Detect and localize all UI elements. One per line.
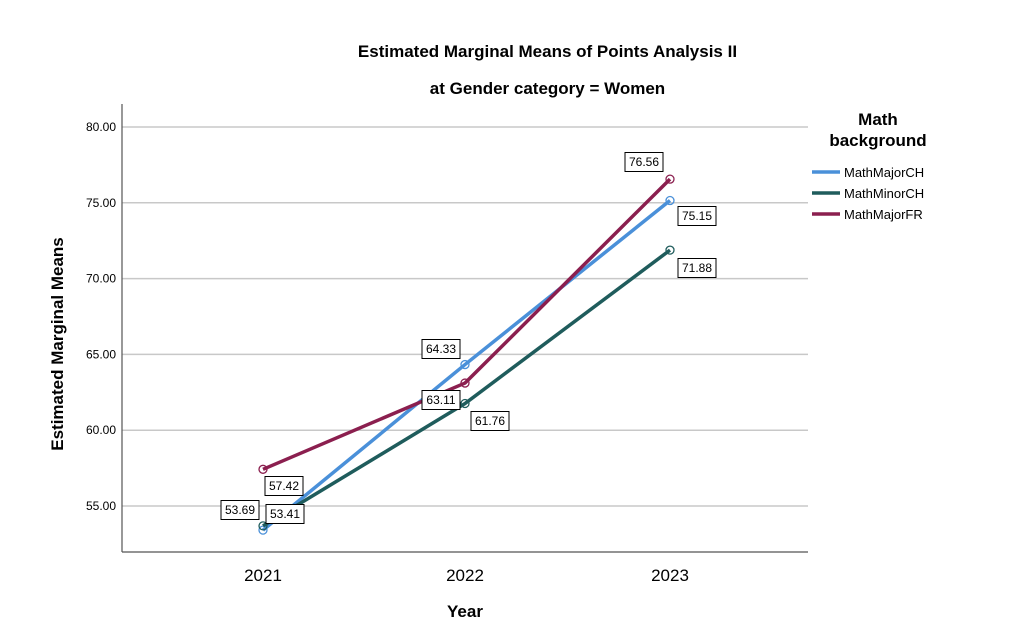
data-point	[258, 521, 268, 531]
data-label: 75.15	[682, 209, 712, 223]
chart-subtitle: at Gender category = Women	[429, 79, 666, 98]
legend-title-line1: Math	[858, 110, 898, 129]
chart-title: Estimated Marginal Means of Points Analy…	[357, 42, 738, 61]
data-label-box	[624, 152, 664, 172]
series-line-MathMajorFR	[262, 177, 672, 471]
data-label-box	[677, 206, 717, 226]
data-point	[258, 525, 268, 535]
y-tick-label: 55.00	[86, 499, 116, 513]
y-tick-label: 80.00	[86, 120, 116, 134]
data-label-box	[265, 504, 305, 524]
x-tick-label: 2023	[651, 566, 689, 585]
data-label-box	[220, 500, 260, 520]
y-tick-label: 70.00	[86, 272, 116, 286]
data-label-box	[421, 390, 461, 410]
data-point	[460, 359, 470, 370]
data-label: 76.56	[629, 155, 659, 169]
data-label-box	[470, 411, 510, 431]
data-label: 71.88	[682, 261, 712, 275]
x-tick-label: 2021	[244, 566, 282, 585]
data-label: 63.11	[426, 393, 455, 407]
data-label-box	[677, 258, 717, 278]
data-point	[460, 398, 470, 409]
legend-label: MathMajorFR	[844, 207, 923, 222]
data-point	[665, 195, 675, 206]
series-line-MathMinorCH	[262, 248, 672, 528]
data-label-box	[421, 339, 461, 359]
y-tick-label: 60.00	[86, 423, 116, 437]
y-tick-label: 75.00	[86, 196, 116, 210]
data-point	[665, 245, 675, 255]
data-label: 53.41	[270, 507, 300, 521]
data-label: 64.33	[426, 342, 456, 356]
data-point	[460, 378, 470, 388]
legend-title-line2: background	[829, 131, 926, 150]
data-point	[258, 464, 268, 474]
x-tick-label: 2022	[446, 566, 484, 585]
data-label: 57.42	[269, 479, 299, 493]
data-label-box	[264, 476, 304, 496]
x-axis-title: Year	[447, 602, 483, 621]
data-point	[665, 174, 675, 184]
y-tick-label: 65.00	[86, 347, 116, 361]
data-label: 53.69	[225, 503, 255, 517]
legend-label: MathMajorCH	[844, 165, 924, 180]
legend-label: MathMinorCH	[844, 186, 924, 201]
series-line-MathMajorCH	[261, 199, 672, 532]
y-axis-title: Estimated Marginal Means	[48, 237, 67, 451]
data-label: 61.76	[475, 414, 505, 428]
